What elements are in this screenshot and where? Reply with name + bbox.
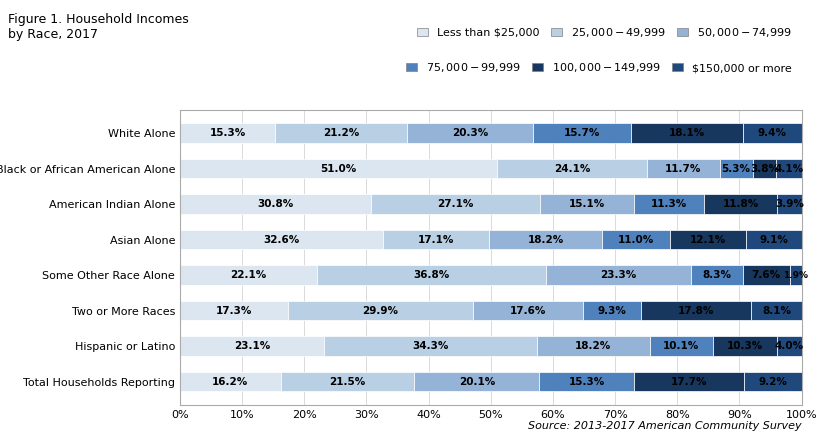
Text: 18.2%: 18.2% xyxy=(528,235,564,245)
Bar xyxy=(180,194,371,214)
Bar xyxy=(743,265,790,285)
Bar xyxy=(180,337,324,356)
Bar xyxy=(753,159,776,178)
Text: 15.7%: 15.7% xyxy=(564,128,600,138)
Text: 9.2%: 9.2% xyxy=(758,377,788,387)
Bar xyxy=(180,159,497,178)
Text: 11.0%: 11.0% xyxy=(618,235,654,245)
Text: 11.7%: 11.7% xyxy=(665,164,701,174)
Legend: $75,000-$99,999, $100,000-$149,999, $150,000 or more: $75,000-$99,999, $100,000-$149,999, $150… xyxy=(401,57,796,78)
Bar xyxy=(744,123,802,143)
Bar xyxy=(474,301,582,320)
Text: 9.3%: 9.3% xyxy=(597,306,626,315)
Text: 29.9%: 29.9% xyxy=(362,306,398,315)
Bar xyxy=(407,123,533,143)
Text: 11.3%: 11.3% xyxy=(651,199,687,209)
Bar xyxy=(317,265,546,285)
Text: 12.1%: 12.1% xyxy=(690,235,726,245)
Bar xyxy=(635,372,744,392)
Bar xyxy=(497,159,647,178)
Text: 18.2%: 18.2% xyxy=(575,341,612,351)
Text: 23.1%: 23.1% xyxy=(234,341,270,351)
Bar xyxy=(790,265,802,285)
Text: 9.4%: 9.4% xyxy=(758,128,787,138)
Text: 15.3%: 15.3% xyxy=(569,377,605,387)
Bar xyxy=(777,194,802,214)
Bar xyxy=(777,337,802,356)
Text: 15.3%: 15.3% xyxy=(209,128,245,138)
Text: 16.2%: 16.2% xyxy=(212,377,249,387)
Text: 4.0%: 4.0% xyxy=(775,341,804,351)
Text: 10.1%: 10.1% xyxy=(663,341,699,351)
Bar xyxy=(180,301,287,320)
Text: 11.8%: 11.8% xyxy=(722,199,759,209)
Text: 17.8%: 17.8% xyxy=(678,306,714,315)
Text: 22.1%: 22.1% xyxy=(231,270,267,280)
Bar xyxy=(371,194,540,214)
Text: 21.5%: 21.5% xyxy=(330,377,366,387)
Bar xyxy=(751,301,802,320)
Text: 20.3%: 20.3% xyxy=(452,128,488,138)
Text: 17.1%: 17.1% xyxy=(418,235,454,245)
Bar xyxy=(640,301,751,320)
Text: 15.1%: 15.1% xyxy=(569,199,605,209)
Text: 27.1%: 27.1% xyxy=(438,199,474,209)
Text: 1.9%: 1.9% xyxy=(783,271,808,280)
Text: 8.1%: 8.1% xyxy=(762,306,791,315)
Bar xyxy=(383,230,489,249)
Text: 30.8%: 30.8% xyxy=(258,199,294,209)
Text: 20.1%: 20.1% xyxy=(459,377,495,387)
Bar xyxy=(287,301,474,320)
Bar xyxy=(712,337,777,356)
Text: 24.1%: 24.1% xyxy=(554,164,590,174)
Text: 3.8%: 3.8% xyxy=(750,164,779,174)
Text: 34.3%: 34.3% xyxy=(412,341,448,351)
Text: 18.1%: 18.1% xyxy=(669,128,705,138)
Bar xyxy=(281,372,415,392)
Text: 32.6%: 32.6% xyxy=(263,235,299,245)
Bar xyxy=(546,265,691,285)
Bar xyxy=(650,337,712,356)
Bar xyxy=(776,159,802,178)
Bar xyxy=(489,230,602,249)
Text: 17.7%: 17.7% xyxy=(672,377,708,387)
Text: 3.9%: 3.9% xyxy=(775,199,804,209)
Text: 51.0%: 51.0% xyxy=(321,164,357,174)
Bar xyxy=(671,230,746,249)
Bar xyxy=(691,265,743,285)
Text: 23.3%: 23.3% xyxy=(600,270,636,280)
Text: Figure 1. Household Incomes
by Race, 2017: Figure 1. Household Incomes by Race, 201… xyxy=(8,13,189,41)
Bar xyxy=(533,123,631,143)
Bar xyxy=(746,230,802,249)
Text: 17.3%: 17.3% xyxy=(216,306,252,315)
Bar xyxy=(704,194,777,214)
Text: 17.6%: 17.6% xyxy=(510,306,546,315)
Text: 10.3%: 10.3% xyxy=(726,341,763,351)
Bar xyxy=(647,159,720,178)
Bar xyxy=(180,265,317,285)
Bar xyxy=(324,337,537,356)
Bar xyxy=(537,337,650,356)
Text: Source: 2013-2017 American Community Survey: Source: 2013-2017 American Community Sur… xyxy=(528,421,802,431)
Text: 8.3%: 8.3% xyxy=(703,270,731,280)
Text: 7.6%: 7.6% xyxy=(752,270,780,280)
Text: 4.1%: 4.1% xyxy=(775,164,803,174)
Text: 36.8%: 36.8% xyxy=(414,270,450,280)
Bar xyxy=(180,230,383,249)
Bar xyxy=(539,372,635,392)
Bar xyxy=(582,301,640,320)
Text: 21.2%: 21.2% xyxy=(323,128,359,138)
Bar xyxy=(602,230,671,249)
Bar xyxy=(744,372,802,392)
Bar xyxy=(275,123,407,143)
Text: 9.1%: 9.1% xyxy=(760,235,789,245)
Bar xyxy=(180,123,275,143)
Bar xyxy=(720,159,753,178)
Bar xyxy=(415,372,539,392)
Bar xyxy=(634,194,704,214)
Bar xyxy=(540,194,634,214)
Bar xyxy=(631,123,744,143)
Text: 5.3%: 5.3% xyxy=(721,164,751,174)
Bar xyxy=(180,372,281,392)
